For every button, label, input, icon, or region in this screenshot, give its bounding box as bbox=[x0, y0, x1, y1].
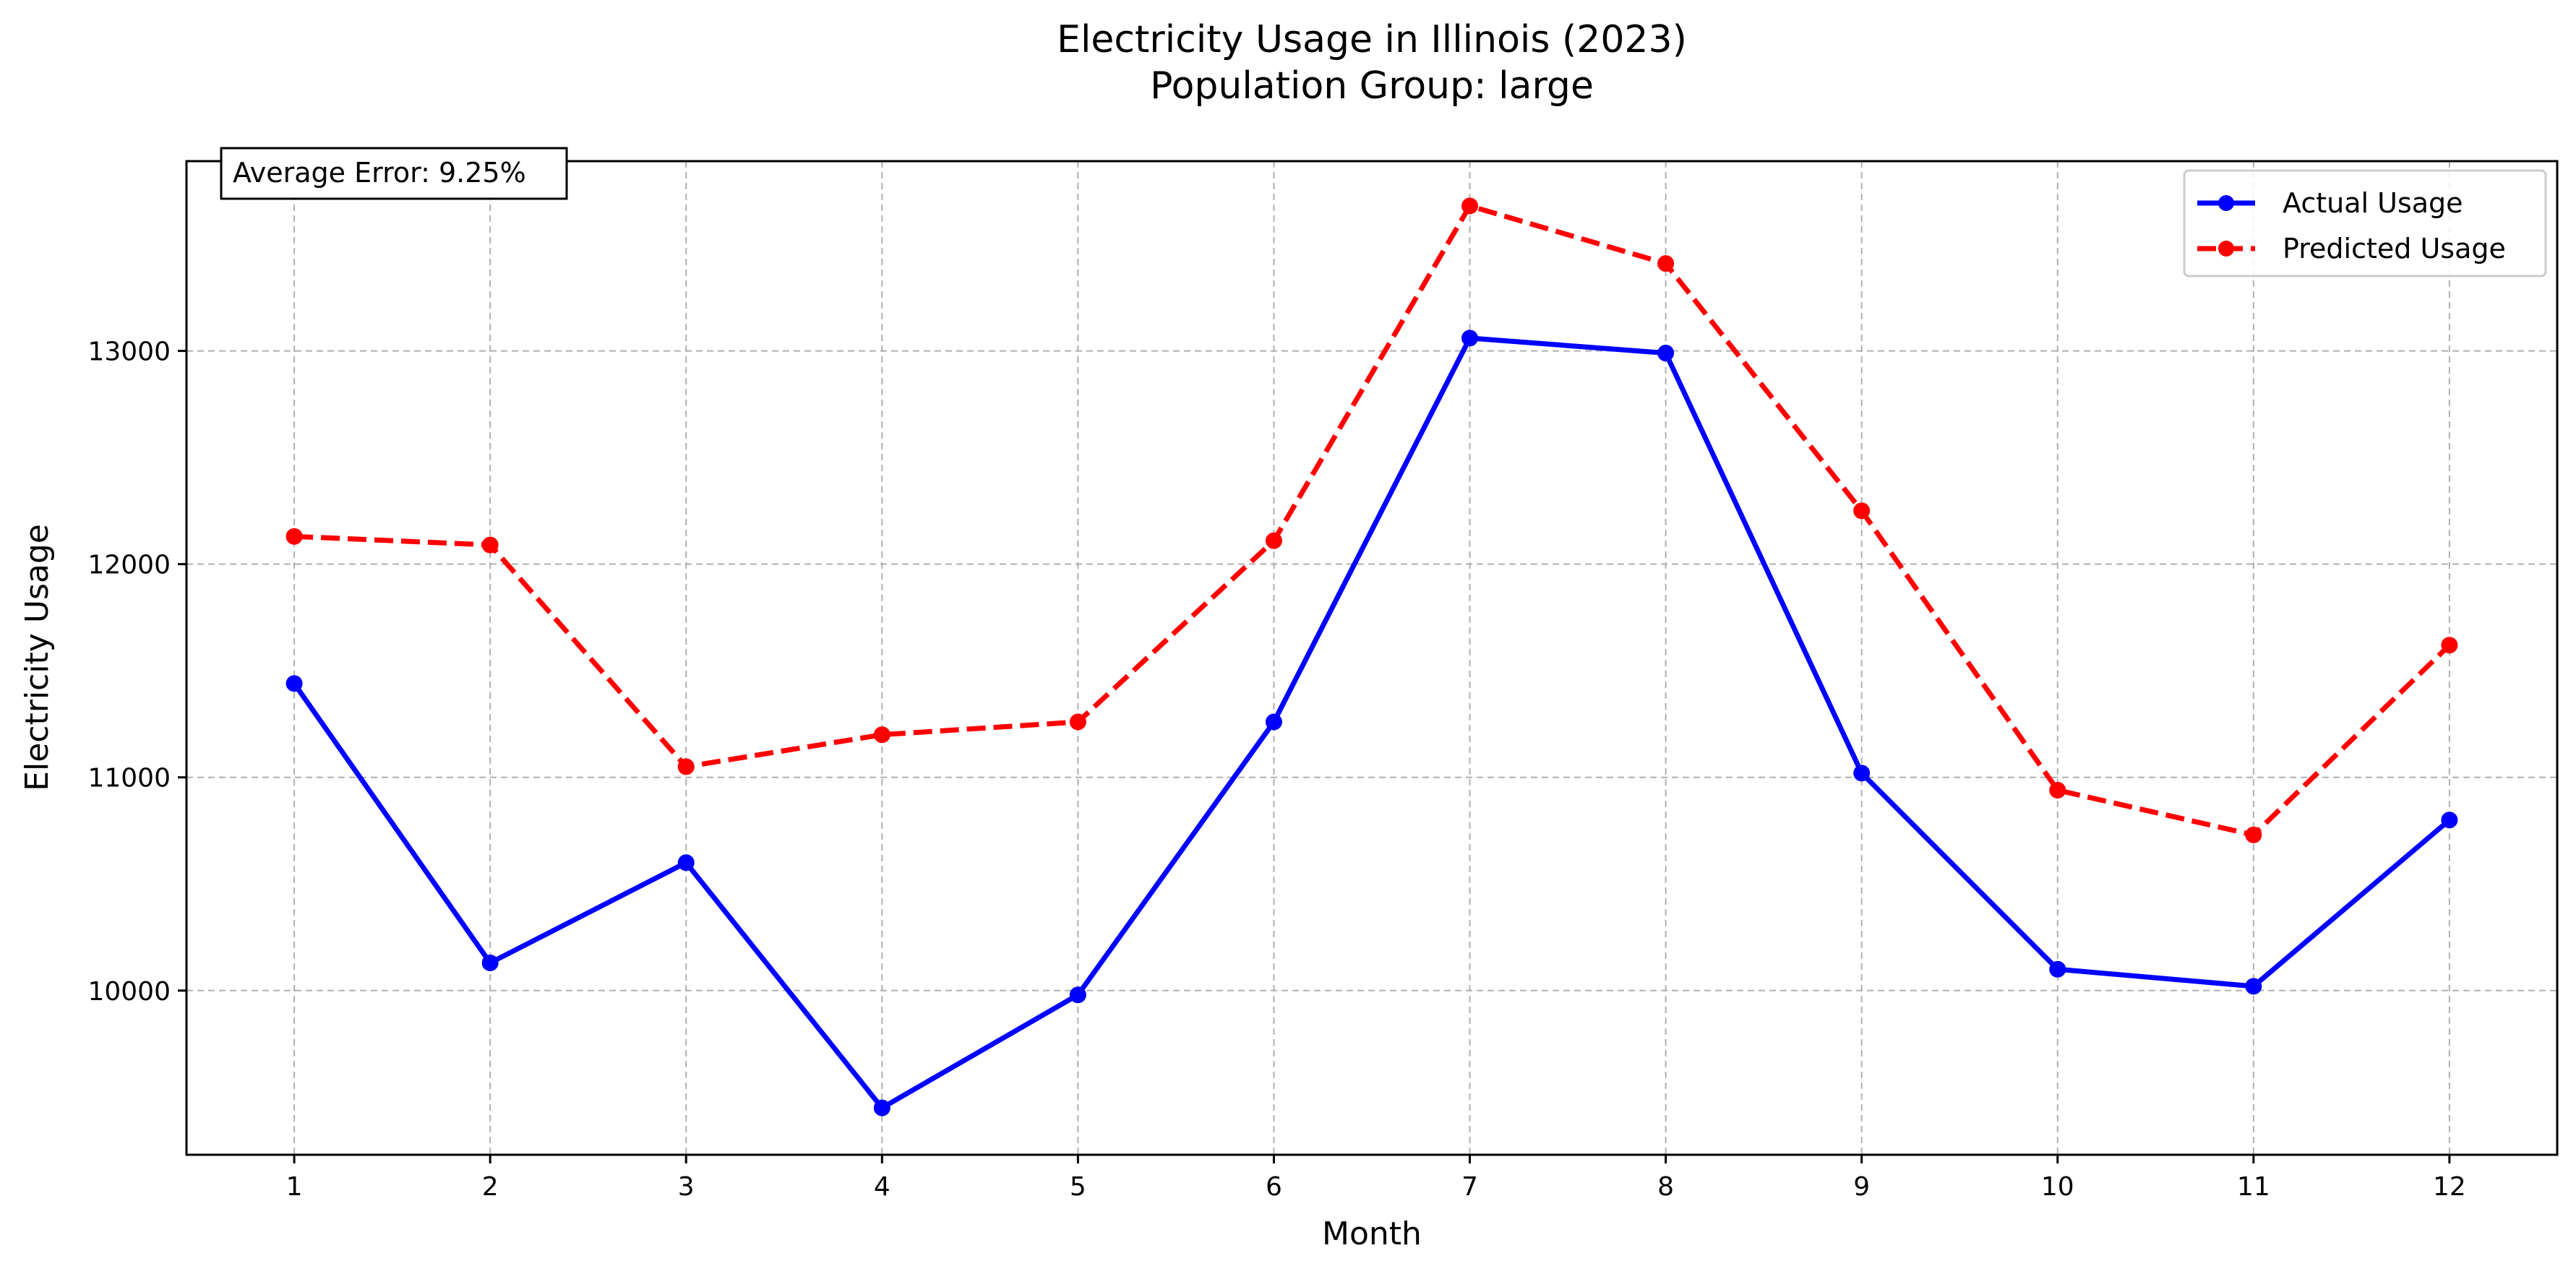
data-point-predicted bbox=[2245, 826, 2262, 843]
x-tick-label: 6 bbox=[1266, 1172, 1282, 1202]
annotation-box bbox=[220, 147, 568, 200]
data-point-actual bbox=[1461, 330, 1479, 347]
legend: Actual Usage Predicted Usage bbox=[2183, 169, 2547, 277]
series-line-predicted bbox=[293, 203, 2452, 838]
legend-label-predicted: Predicted Usage bbox=[2283, 233, 2506, 264]
error-annotation: Average Error: 9.25% bbox=[220, 147, 568, 200]
y-axis-label: Electricity Usage bbox=[19, 524, 56, 791]
x-tick-label: 3 bbox=[678, 1172, 695, 1202]
legend-marker-actual bbox=[2218, 195, 2234, 211]
x-axis-label: Month bbox=[1322, 1215, 1422, 1252]
series-line-actual bbox=[292, 335, 2452, 1111]
data-point-predicted bbox=[1265, 532, 1282, 549]
x-tick-label: 1 bbox=[286, 1172, 303, 1202]
data-point-predicted bbox=[2441, 637, 2458, 654]
y-tick-label: 10000 bbox=[87, 977, 171, 1007]
data-point-predicted bbox=[2049, 781, 2066, 799]
series-layer bbox=[285, 197, 2458, 1116]
data-point-predicted bbox=[873, 726, 890, 744]
data-point-actual bbox=[2245, 978, 2262, 995]
legend-box bbox=[2183, 169, 2547, 277]
x-tick-label: 4 bbox=[874, 1172, 890, 1202]
annotation-text: Average Error: 9.25% bbox=[233, 157, 526, 189]
x-tick-label: 5 bbox=[1070, 1172, 1086, 1202]
data-point-predicted bbox=[1657, 255, 1675, 272]
y-tick-label: 12000 bbox=[87, 551, 171, 580]
chart-subtitle: Population Group: large bbox=[1150, 64, 1594, 108]
data-point-predicted bbox=[677, 758, 695, 775]
x-tick-label: 2 bbox=[482, 1172, 499, 1202]
data-point-actual bbox=[1657, 345, 1675, 362]
x-tick-label: 9 bbox=[1853, 1172, 1870, 1202]
legend-label-actual: Actual Usage bbox=[2283, 187, 2463, 219]
chart-title: Electricity Usage in Illinois (2023) bbox=[1057, 18, 1687, 61]
y-tick-label: 13000 bbox=[87, 337, 171, 367]
data-point-actual bbox=[873, 1099, 890, 1116]
data-point-actual bbox=[2049, 960, 2066, 978]
data-point-predicted bbox=[481, 536, 499, 554]
x-tick-label: 12 bbox=[2433, 1172, 2466, 1202]
x-tick-label: 10 bbox=[2041, 1172, 2074, 1202]
data-point-predicted bbox=[1069, 713, 1086, 731]
x-tick-label: 7 bbox=[1461, 1172, 1478, 1202]
data-point-predicted bbox=[1461, 197, 1479, 215]
data-point-predicted bbox=[1853, 502, 1871, 520]
plot-frame bbox=[185, 160, 2559, 1156]
data-point-actual bbox=[2441, 812, 2458, 829]
data-point-actual bbox=[1853, 765, 1871, 782]
x-tick-label: 8 bbox=[1657, 1172, 1674, 1202]
data-point-actual bbox=[1265, 713, 1282, 731]
data-point-actual bbox=[481, 954, 499, 971]
x-tick-label: 11 bbox=[2237, 1172, 2270, 1202]
data-point-predicted bbox=[285, 528, 303, 545]
data-point-actual bbox=[1069, 986, 1086, 1004]
data-point-actual bbox=[285, 675, 303, 692]
y-tick-label: 11000 bbox=[87, 764, 171, 793]
data-point-actual bbox=[677, 854, 695, 871]
legend-marker-predicted bbox=[2218, 241, 2234, 257]
